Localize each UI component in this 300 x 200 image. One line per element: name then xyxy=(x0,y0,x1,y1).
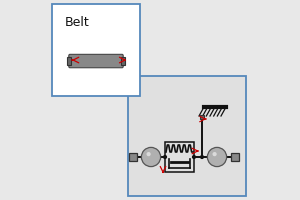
Bar xyxy=(52,4,140,96)
Circle shape xyxy=(141,147,160,167)
Bar xyxy=(200,115,204,119)
Bar xyxy=(231,153,239,161)
Bar xyxy=(129,153,137,161)
Circle shape xyxy=(193,156,195,158)
Bar xyxy=(128,76,246,196)
Bar xyxy=(67,57,70,65)
Circle shape xyxy=(212,152,217,156)
Bar xyxy=(165,142,194,172)
Circle shape xyxy=(146,152,151,156)
Bar xyxy=(122,57,125,65)
Circle shape xyxy=(201,156,203,158)
Text: Belt: Belt xyxy=(64,16,89,29)
FancyBboxPatch shape xyxy=(69,54,123,68)
Circle shape xyxy=(164,156,166,158)
Circle shape xyxy=(207,147,226,167)
